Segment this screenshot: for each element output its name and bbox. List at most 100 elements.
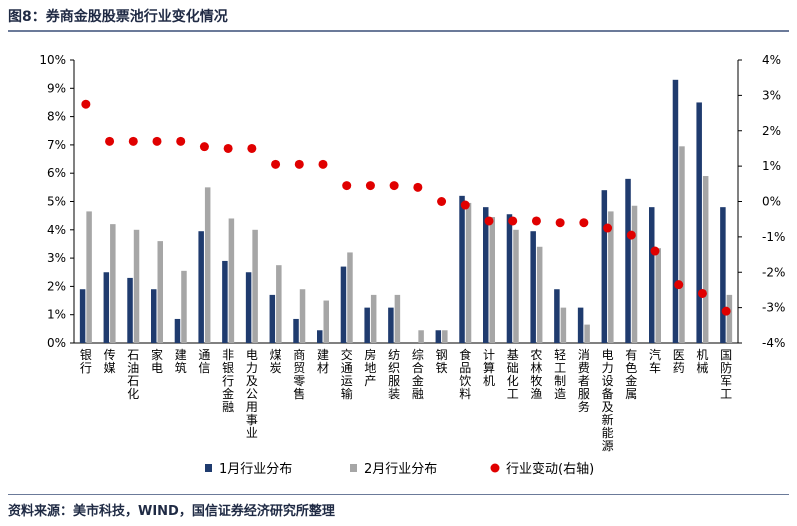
bar-feb — [181, 270, 187, 343]
y-left-tick-label: 6% — [47, 166, 66, 180]
legend-swatch-1 — [205, 464, 212, 472]
bar-feb — [86, 211, 92, 343]
change-point — [105, 136, 115, 146]
x-category-label: 汽车 — [649, 347, 661, 375]
bar-jan — [506, 214, 513, 343]
bar-jan — [649, 207, 655, 343]
y-left-tick-label: 10% — [39, 53, 66, 67]
bar-feb — [679, 146, 685, 343]
legend-label-2: 2月行业分布 — [364, 462, 437, 477]
x-category-label: 农林牧渔 — [530, 348, 542, 401]
change-point — [484, 216, 494, 226]
bar-jan — [174, 318, 181, 343]
change-point — [603, 223, 613, 233]
bar-feb — [157, 241, 163, 343]
bar-feb — [702, 176, 709, 343]
x-category-label: 家电 — [151, 347, 163, 375]
y-left-tick-label: 0% — [47, 336, 66, 350]
bar-feb — [228, 218, 235, 343]
y-left-tick-label: 8% — [47, 110, 66, 124]
change-point — [460, 200, 470, 210]
change-point — [721, 306, 731, 316]
change-point — [413, 182, 423, 192]
x-category-label: 机械 — [696, 348, 708, 375]
x-category-label: 石油石化 — [127, 348, 139, 401]
bar-feb — [418, 330, 424, 343]
x-category-label: 商贸零售 — [293, 347, 305, 401]
bar-jan — [317, 330, 323, 343]
change-point — [555, 218, 565, 228]
bar-jan — [601, 190, 608, 343]
y-right-tick-label: -3% — [762, 301, 785, 315]
x-category-label: 钢铁 — [436, 348, 448, 375]
change-point — [318, 159, 328, 169]
change-point — [626, 230, 636, 240]
y-right-tick-label: 2% — [762, 124, 781, 138]
change-point — [342, 181, 352, 191]
x-category-label: 房地产 — [364, 347, 376, 388]
bar-jan — [577, 307, 584, 343]
bar-jan — [388, 307, 394, 343]
bar-feb — [299, 289, 306, 343]
title-divider — [8, 30, 789, 32]
x-category-label: 食品饮料 — [459, 347, 471, 401]
bar-jan — [483, 207, 489, 343]
x-category-label: 电力设备及新能源 — [602, 348, 614, 453]
bar-feb — [252, 229, 258, 343]
x-category-label: 煤炭 — [270, 348, 282, 375]
figure-title: 图8：券商金股股票池行业变化情况 — [8, 9, 228, 25]
y-left-tick-label: 2% — [47, 279, 66, 293]
y-right-tick-label: -2% — [762, 265, 785, 279]
change-point — [650, 246, 660, 256]
bar-feb — [608, 211, 614, 343]
bar-feb — [394, 294, 401, 343]
bar-jan — [625, 178, 631, 343]
change-point — [389, 181, 399, 191]
source-divider — [8, 494, 789, 495]
bar-feb — [536, 246, 543, 343]
x-category-label: 建材 — [317, 348, 329, 375]
x-category-label: 计算机 — [483, 348, 495, 388]
bar-feb — [655, 248, 661, 343]
bar-feb — [726, 294, 733, 343]
x-category-label: 有色金属 — [625, 348, 637, 401]
bar-jan — [459, 195, 465, 343]
x-category-label: 电力及公用事业 — [246, 348, 258, 440]
x-category-label: 国防军工 — [720, 348, 732, 401]
y-right-tick-label: 0% — [762, 195, 781, 209]
change-point — [81, 99, 91, 109]
bar-jan — [198, 231, 204, 343]
y-right-tick-label: 1% — [762, 159, 781, 173]
x-category-label: 消费者服务 — [578, 348, 590, 414]
bar-jan — [435, 330, 442, 343]
x-category-label: 非银行金融 — [222, 348, 234, 414]
bar-jan — [269, 294, 276, 343]
y-right-tick-label: -1% — [762, 230, 785, 244]
legend-label-3: 行业变动(右轴) — [506, 461, 594, 477]
legend-label-1: 1月行业分布 — [219, 462, 292, 477]
bar-feb — [133, 229, 140, 343]
bar-jan — [293, 318, 299, 343]
figure-source: 资料来源：美市科技，WIND，国信证券经济研究所整理 — [8, 504, 335, 519]
bar-feb — [631, 205, 638, 343]
change-point — [176, 136, 186, 146]
legend-swatch-3 — [490, 463, 500, 473]
change-point — [579, 218, 589, 228]
y-left-tick-label: 7% — [47, 138, 66, 152]
bar-feb — [204, 187, 211, 343]
x-category-label: 交通运输 — [341, 347, 353, 401]
x-category-label: 建筑 — [175, 348, 187, 375]
bar-feb — [489, 217, 495, 343]
bar-feb — [347, 252, 353, 343]
legend-swatch-2 — [350, 464, 357, 472]
y-left-tick-label: 3% — [47, 251, 66, 265]
bar-jan — [127, 277, 133, 343]
x-category-label: 基础化工 — [507, 348, 519, 401]
bar-jan — [720, 207, 726, 343]
bar-jan — [554, 289, 560, 343]
industry-change-chart: 0% 1% 2% 3% 4% 5% 6% 7% 8% 9% 10% -4% -3% -2% -1% 0% 1% 2… — [39, 53, 785, 477]
y-right-tick-label: 4% — [762, 53, 781, 67]
y-left-tick-label: 9% — [47, 81, 66, 95]
bar-jan — [222, 260, 228, 343]
x-category-label: 纺织服装 — [388, 348, 400, 401]
